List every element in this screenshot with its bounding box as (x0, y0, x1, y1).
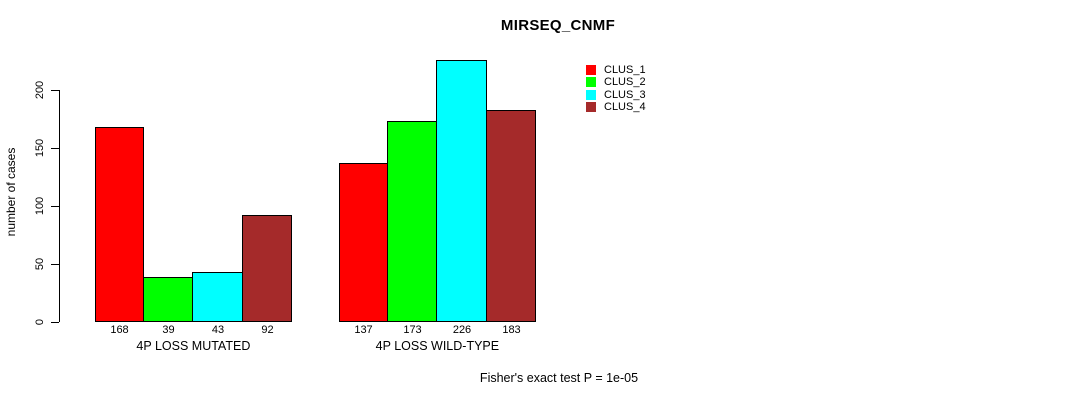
bar-value-label: 92 (261, 324, 274, 336)
legend-item: CLUS_1 (586, 64, 646, 76)
y-tick-label: 0 (34, 318, 46, 326)
legend-label: CLUS_4 (604, 101, 646, 114)
bar (436, 60, 487, 322)
x-category-label: 4P LOSS MUTATED (136, 339, 251, 353)
bar-value-label: 226 (452, 324, 472, 336)
legend-swatch (586, 77, 596, 88)
legend-label: CLUS_2 (604, 76, 646, 89)
bar-value-label: 168 (110, 324, 129, 336)
legend-label: CLUS_1 (604, 64, 646, 77)
legend-swatch (586, 102, 596, 113)
bar-value-label: 39 (162, 324, 175, 336)
legend-item: CLUS_2 (586, 76, 646, 88)
legend-swatch (586, 65, 596, 76)
bar-value-label: 173 (403, 324, 422, 336)
bar (95, 127, 144, 322)
bar (242, 215, 292, 322)
y-tick-label: 150 (34, 138, 46, 158)
x-category-label: 4P LOSS WILD-TYPE (375, 339, 500, 353)
legend-item: CLUS_4 (586, 101, 646, 113)
legend-label: CLUS_3 (604, 88, 646, 101)
legend: CLUS_1 CLUS_2 CLUS_3 CLUS_4 (586, 64, 646, 113)
bar (192, 272, 243, 322)
bar (486, 110, 536, 322)
y-axis-line (59, 90, 60, 322)
y-tick-label: 50 (34, 257, 46, 271)
y-tick-label: 100 (34, 196, 46, 216)
bar-value-label: 137 (354, 324, 373, 336)
bar (143, 277, 193, 322)
bar-value-label: 43 (211, 324, 225, 336)
bar (387, 121, 437, 322)
annotation-text: Fisher's exact test P = 1e-05 (479, 371, 639, 385)
legend-item: CLUS_3 (586, 89, 646, 101)
y-axis-tick (51, 322, 59, 323)
bar-value-label: 183 (502, 324, 521, 336)
y-axis-tick (51, 264, 59, 265)
y-axis-tick (51, 90, 59, 91)
y-axis-tick (51, 148, 59, 149)
y-tick-label: 200 (34, 80, 46, 100)
legend-swatch (586, 89, 596, 100)
bar (339, 163, 388, 322)
y-axis-tick (51, 206, 59, 207)
chart-title: MIRSEQ_CNMF (500, 17, 616, 34)
